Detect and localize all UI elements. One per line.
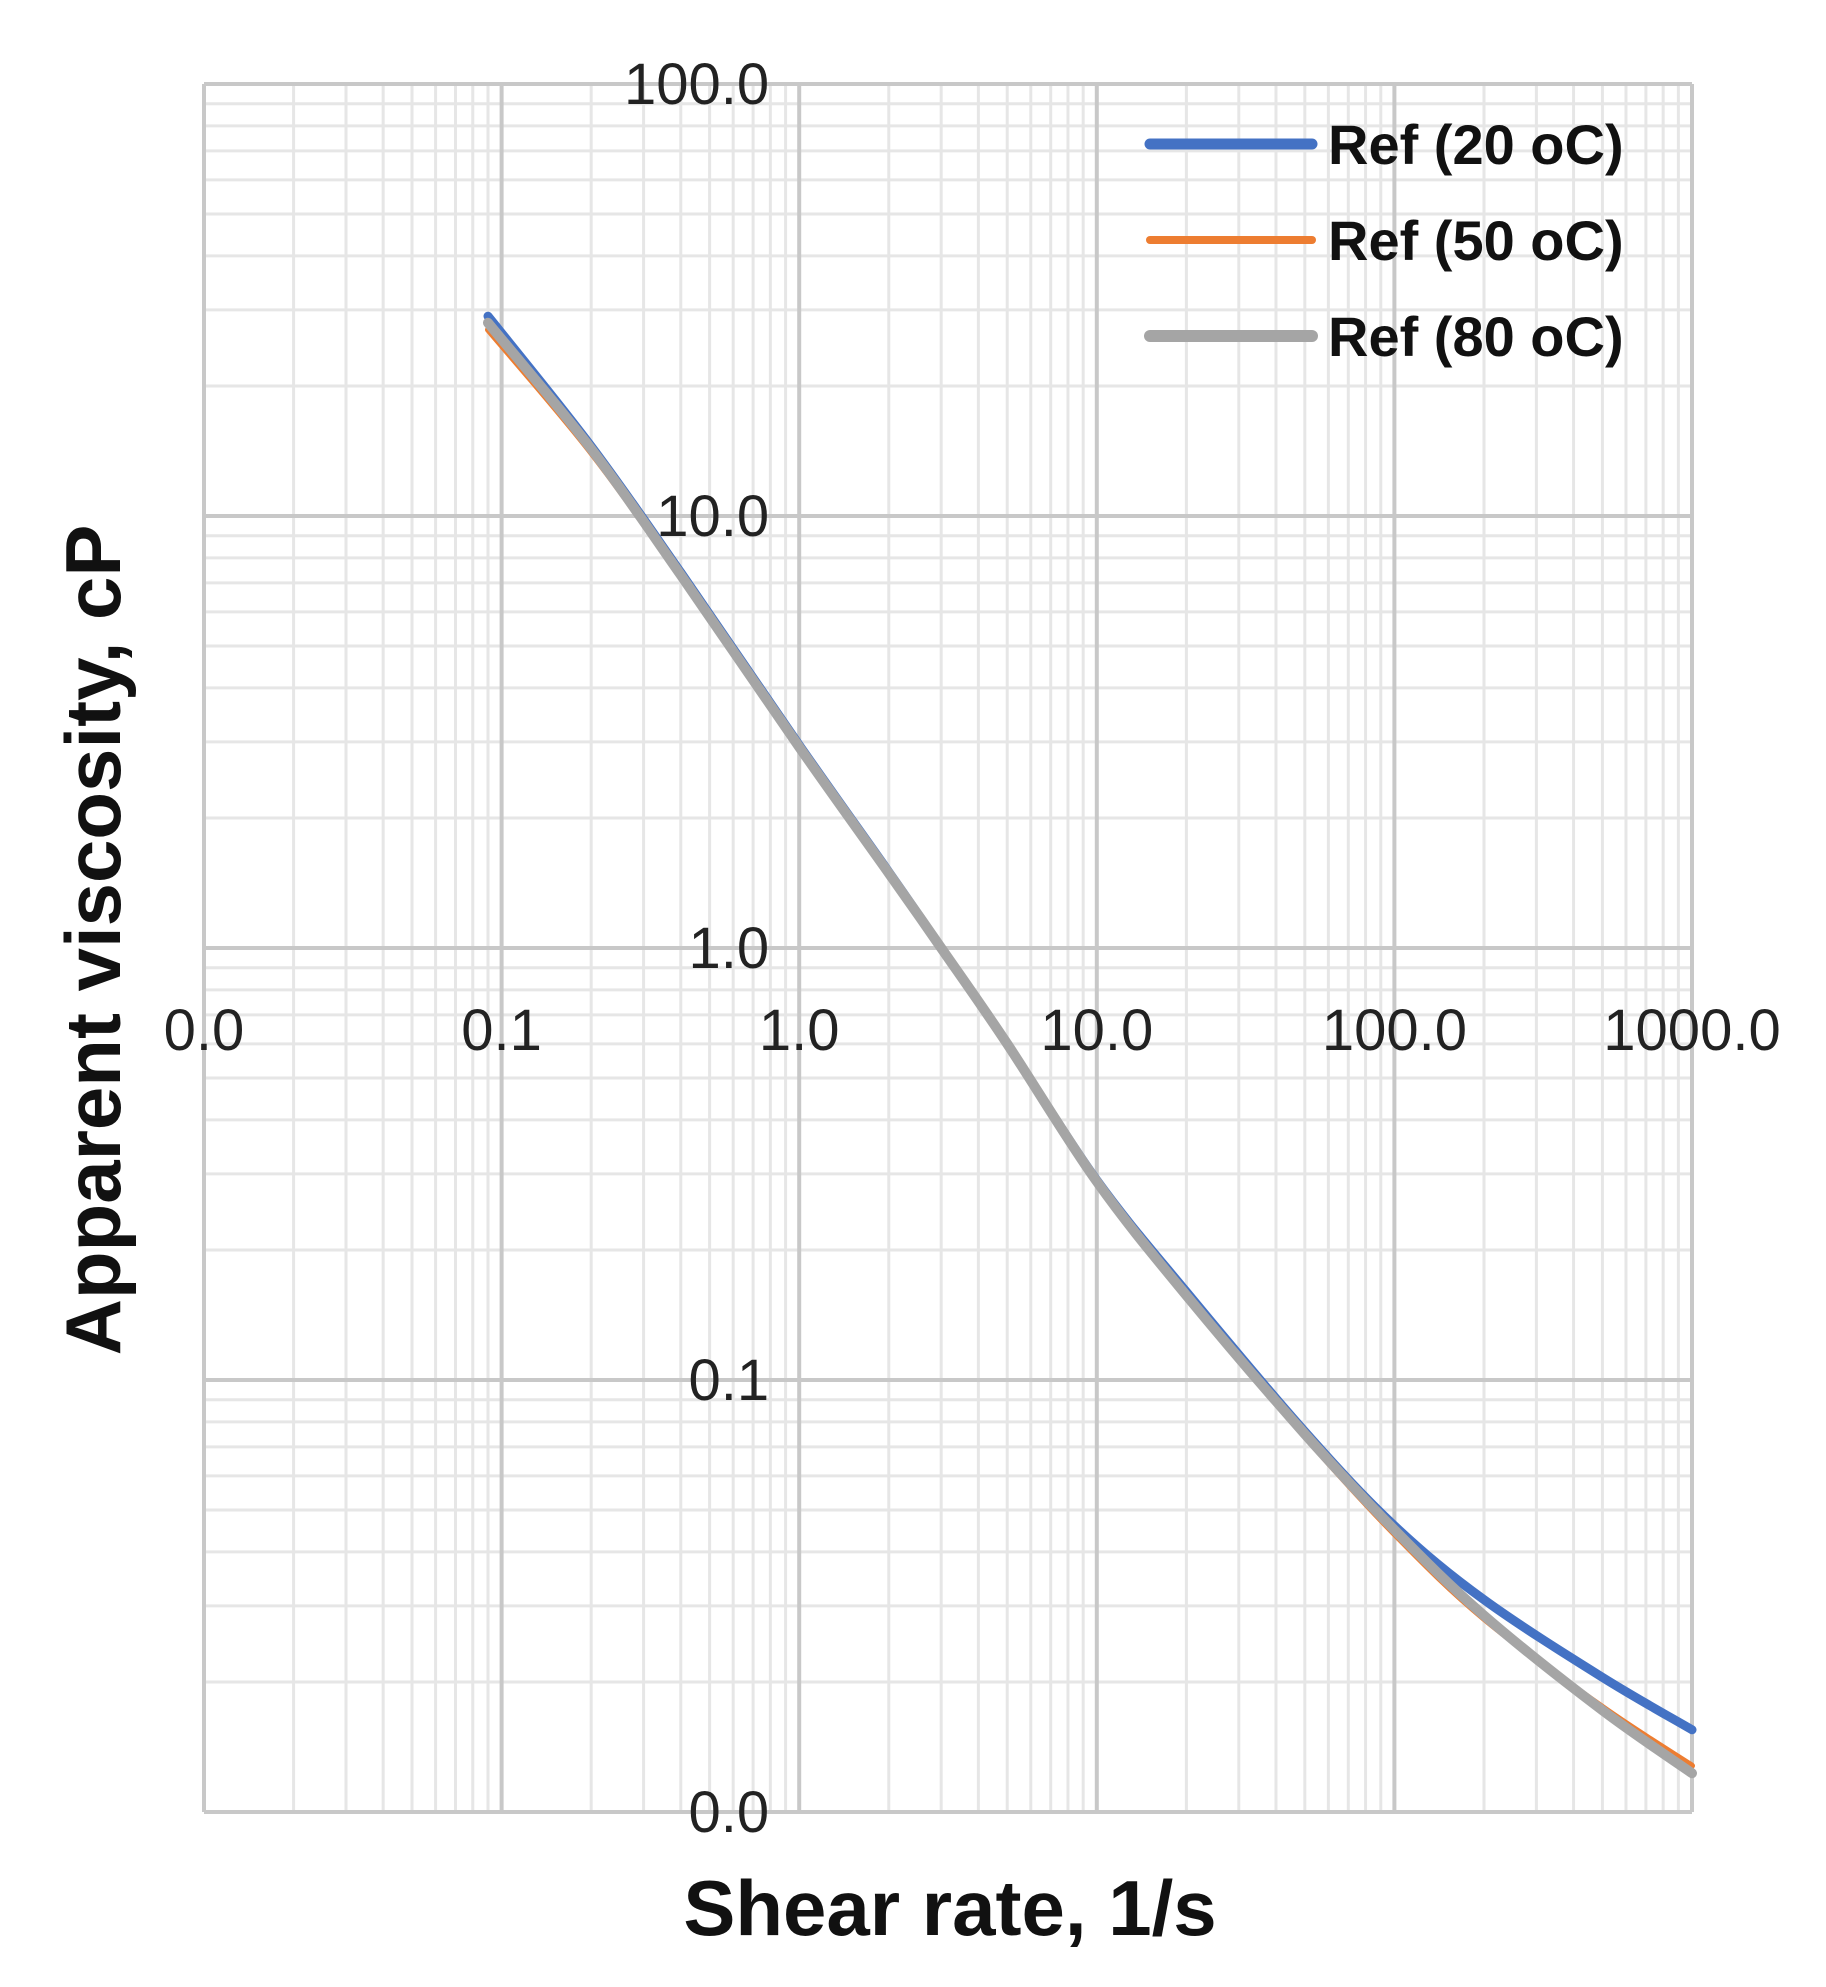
y-tick-label: 0.0 xyxy=(689,1780,770,1845)
x-tick-label: 0.0 xyxy=(164,998,245,1063)
x-axis-title: Shear rate, 1/s xyxy=(683,1864,1216,1952)
x-tick-label: 1000.0 xyxy=(1603,998,1780,1063)
series-layer xyxy=(483,311,1697,1779)
x-axis-tick-labels: 0.0 0.1 1.0 10.0 100.0 1000.0 xyxy=(164,998,1781,1063)
x-tick-label: 0.1 xyxy=(461,998,542,1063)
series-line-3 xyxy=(483,317,1697,1779)
y-tick-label: 0.1 xyxy=(689,1348,770,1413)
x-tick-label: 10.0 xyxy=(1040,998,1153,1063)
y-axis-title: Apparent viscosity, cP xyxy=(49,525,137,1356)
x-tick-label: 1.0 xyxy=(759,998,840,1063)
legend-label-1: Ref (20 oC) xyxy=(1328,113,1624,176)
x-tick-label: 100.0 xyxy=(1322,998,1467,1063)
legend-label-2: Ref (50 oC) xyxy=(1328,209,1624,272)
y-tick-label: 100.0 xyxy=(624,52,769,117)
legend: Ref (20 oC) Ref (50 oC) Ref (80 oC) xyxy=(1144,113,1624,368)
y-tick-label: 1.0 xyxy=(689,916,770,981)
y-tick-label: 10.0 xyxy=(656,484,769,549)
legend-label-3: Ref (80 oC) xyxy=(1328,305,1624,368)
y-axis-tick-labels: 0.0 0.1 1.0 10.0 100.0 xyxy=(624,52,769,1845)
